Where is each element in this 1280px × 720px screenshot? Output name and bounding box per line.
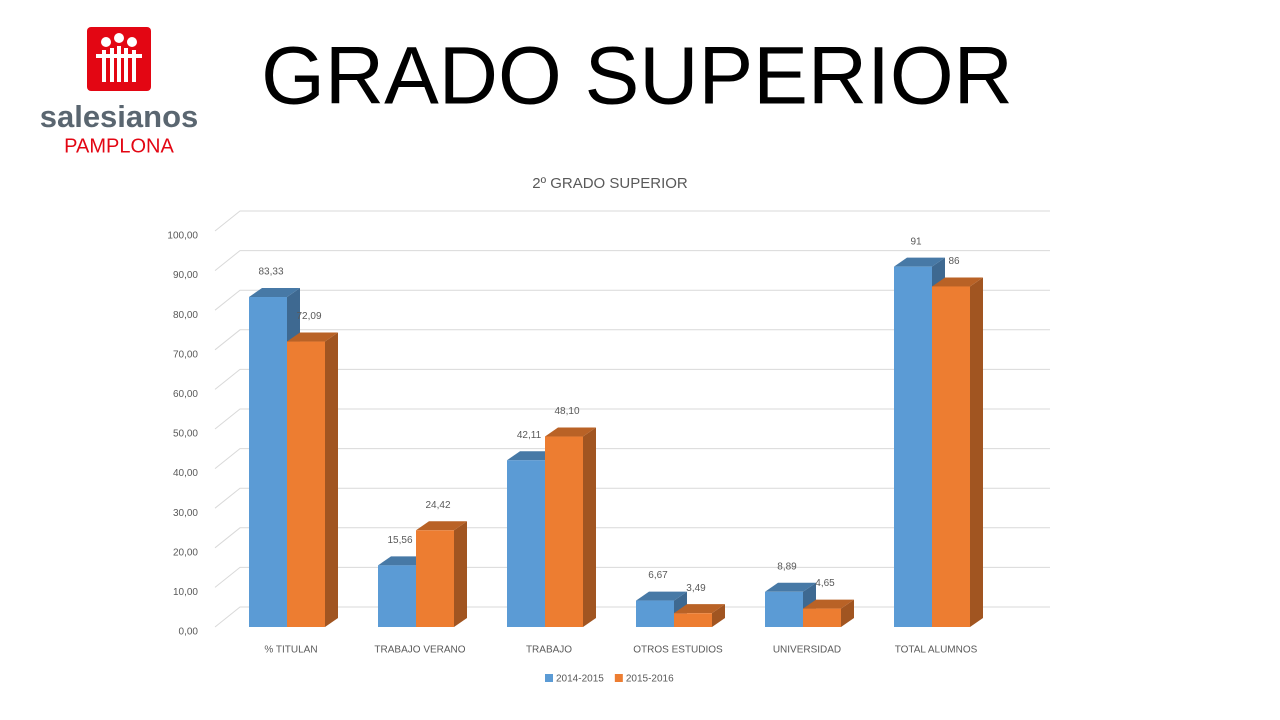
x-tick-label: TRABAJO [526, 645, 572, 656]
legend-label: 2015-2016 [626, 674, 674, 685]
bar-top [894, 257, 945, 267]
y-tick-label: 90,00 [173, 270, 198, 281]
bar-front [287, 341, 325, 627]
bar-top [287, 332, 338, 342]
x-tick-label: TRABAJO VERANO [374, 645, 465, 656]
bar [287, 332, 338, 627]
bar-top [249, 288, 300, 298]
logo-place: PAMPLONA [64, 135, 174, 157]
bar-front [803, 608, 841, 627]
grid-line [214, 408, 1050, 430]
y-tick-label: 10,00 [173, 587, 198, 598]
y-tick-label: 70,00 [173, 349, 198, 360]
bar-side [454, 521, 467, 627]
logo-figures [96, 33, 142, 82]
logo-name: salesianos [40, 99, 199, 134]
grid-line [214, 250, 1050, 271]
grid-line [214, 289, 1050, 311]
grid-line [214, 487, 1050, 509]
bar-top [765, 582, 816, 592]
y-tick-label: 100,00 [167, 231, 198, 242]
data-label: 72,09 [296, 311, 321, 322]
data-label: 3,49 [686, 583, 706, 594]
data-label: 86 [948, 256, 960, 267]
bar-side [325, 332, 338, 627]
data-label: 48,10 [554, 406, 579, 417]
bar-front [894, 266, 932, 627]
y-tick-label: 50,00 [173, 429, 198, 440]
bar-front [249, 297, 287, 627]
bar [674, 604, 725, 627]
grid-line [214, 448, 1050, 469]
y-tick-label: 20,00 [173, 547, 198, 558]
bar-front [545, 436, 583, 627]
logo: salesianos PAMPLONA [40, 27, 199, 157]
bar [416, 521, 467, 627]
x-tick-label: OTROS ESTUDIOS [633, 645, 723, 656]
data-label: 6,67 [648, 570, 668, 581]
bar-top [416, 521, 467, 531]
bar-top [932, 277, 983, 287]
bar-top [803, 599, 854, 609]
y-tick-label: 0,00 [179, 627, 199, 638]
grid-line [214, 368, 1050, 390]
bar-front [507, 460, 545, 627]
bar-front [674, 613, 712, 627]
y-tick-label: 40,00 [173, 468, 198, 479]
bar [803, 599, 854, 627]
y-tick-label: 60,00 [173, 389, 198, 400]
bar-top [674, 604, 725, 614]
bar-front [378, 565, 416, 627]
bar [545, 427, 596, 627]
legend-swatch [614, 674, 623, 682]
bar-front [416, 530, 454, 627]
bar-front [636, 600, 674, 627]
y-tick-label: 30,00 [173, 508, 198, 519]
data-label: 91 [910, 236, 922, 247]
bar-top [545, 427, 596, 437]
y-tick-label: 80,00 [173, 310, 198, 321]
legend-swatch [545, 674, 553, 682]
bar-front [765, 591, 803, 627]
x-tick-label: TOTAL ALUMNOS [895, 645, 978, 656]
grid-line [214, 329, 1050, 351]
data-label: 8,89 [777, 561, 797, 572]
slide-title: GRADO SUPERIOR [261, 31, 1013, 122]
x-tick-label: UNIVERSIDAD [773, 645, 841, 656]
data-label: 4,65 [815, 578, 835, 589]
chart-title: 2º GRADO SUPERIOR [532, 175, 688, 192]
grid-line [214, 210, 1050, 232]
data-label: 15,56 [387, 535, 412, 546]
bar-side [970, 277, 983, 627]
bar-front [932, 286, 970, 627]
bar [932, 277, 983, 627]
grid-line [214, 566, 1050, 588]
data-label: 83,33 [258, 267, 283, 278]
bar-side [841, 599, 854, 627]
grid-line [214, 527, 1050, 549]
data-label: 24,42 [425, 500, 450, 511]
x-tick-label: % TITULAN [264, 645, 317, 656]
bar-side [712, 604, 725, 627]
legend-label: 2014-2015 [556, 674, 604, 685]
bar-side [583, 427, 596, 627]
data-label: 42,11 [517, 430, 542, 441]
bar-top [636, 591, 687, 601]
